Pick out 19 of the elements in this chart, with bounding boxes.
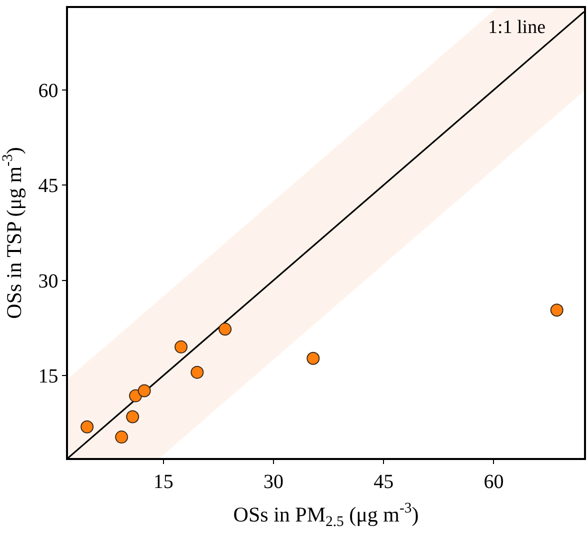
point xyxy=(218,322,232,336)
point xyxy=(306,352,320,365)
annotation: 1:1 line xyxy=(488,17,546,38)
point xyxy=(80,420,94,434)
point xyxy=(115,430,128,444)
x-tick-label: 30 xyxy=(264,470,284,493)
y-tick-label: 60 xyxy=(38,80,58,102)
point xyxy=(126,410,140,424)
y-tick-label: 30 xyxy=(38,270,58,292)
x-axis-title: OSs in PM$_{2.5}$ (μg m$^{-3}$) xyxy=(233,500,419,530)
point xyxy=(174,340,188,354)
x-tick-label: 15 xyxy=(153,470,174,493)
point xyxy=(550,304,564,317)
point xyxy=(190,366,204,379)
point xyxy=(138,384,151,398)
x-tick-label: 45 xyxy=(374,470,394,493)
y-tick-label: 45 xyxy=(38,175,58,198)
x-tick-label: 60 xyxy=(484,470,504,493)
y-tick-label: 15 xyxy=(38,365,58,388)
